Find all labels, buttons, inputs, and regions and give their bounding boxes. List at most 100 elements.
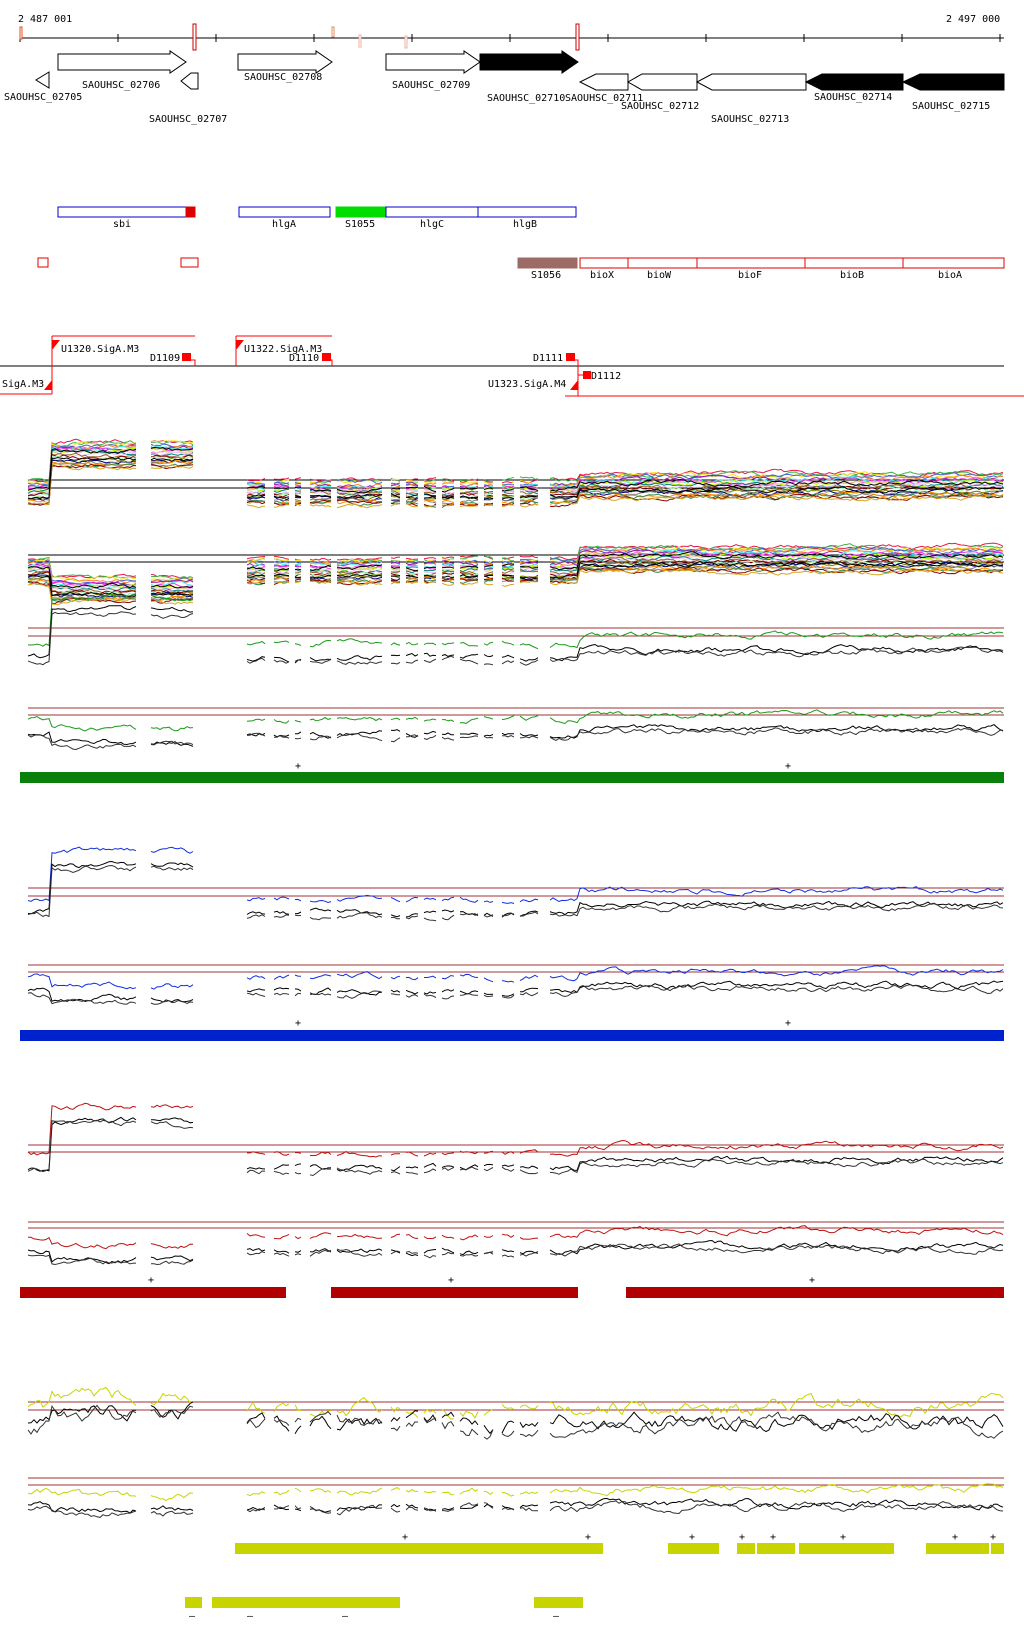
- expression-panel-multicolor-lower: [27, 542, 1004, 606]
- ruler-end-coord: 2 497 000: [946, 14, 1000, 25]
- segment-bar-yellow-minus[interactable]: [534, 1597, 583, 1608]
- annotation-label-bioB: bioB: [840, 270, 864, 281]
- tss-label-u1322: U1322.SigA.M3: [244, 344, 322, 355]
- strand-mark-red-1: +: [148, 1275, 154, 1286]
- segment-bar-yellow[interactable]: [757, 1543, 795, 1554]
- gene-label-02711: SAOUHSC_02711: [565, 93, 643, 104]
- strand-mark-yellow: +: [402, 1532, 408, 1543]
- gene-label-02709: SAOUHSC_02709: [392, 80, 470, 91]
- annotation-S1055[interactable]: [335, 206, 387, 218]
- strand-mark-red-2: +: [448, 1275, 454, 1286]
- strand-mark-yellow-minus: –: [189, 1611, 196, 1622]
- tss-label-d1111: D1111: [533, 353, 563, 364]
- gene-label-02714: SAOUHSC_02714: [814, 92, 892, 103]
- segment-bar-yellow[interactable]: [799, 1543, 894, 1554]
- annotation-label-hlgC: hlgC: [420, 219, 444, 230]
- gene-arrow-02714[interactable]: [804, 73, 904, 91]
- segment-bar-red-3[interactable]: [626, 1287, 1004, 1298]
- tss-label-d1110: D1110: [289, 353, 319, 364]
- annotation-bioF[interactable]: [696, 257, 806, 269]
- annotation-hlgA[interactable]: [238, 206, 331, 218]
- segment-bar-yellow-minus[interactable]: [212, 1597, 400, 1608]
- tss-label-u1320: U1320.SigA.M3: [61, 344, 139, 355]
- tss-track: [0, 335, 1024, 397]
- segment-bar-blue[interactable]: [20, 1030, 1004, 1041]
- strand-mark-yellow: +: [840, 1532, 846, 1543]
- annotation-row-1: [57, 206, 577, 218]
- segment-bar-yellow[interactable]: [991, 1543, 1004, 1554]
- strand-mark-yellow: +: [585, 1532, 591, 1543]
- tss-label-u1323: U1323.SigA.M4: [488, 379, 566, 390]
- annotation-sbi[interactable]: [57, 206, 187, 218]
- expression-panel-blue-lower: [27, 964, 1004, 1005]
- gene-arrow-02713[interactable]: [695, 73, 807, 91]
- gene-arrow-02715[interactable]: [901, 73, 1005, 91]
- strand-mark-yellow: +: [990, 1532, 996, 1543]
- annotation-label-S1056: S1056: [531, 270, 561, 281]
- annotation-label-hlgA: hlgA: [272, 219, 296, 230]
- annotation-label-bioF: bioF: [738, 270, 762, 281]
- expression-panel-green-lower: [27, 707, 1004, 751]
- segment-bar-red-1[interactable]: [20, 1287, 286, 1298]
- annotation-label-S1055: S1055: [345, 219, 375, 230]
- gene-arrow-02707[interactable]: [180, 72, 199, 90]
- strand-mark-blue-2: +: [785, 1018, 791, 1029]
- strand-mark-red-3: +: [809, 1275, 815, 1286]
- gene-label-02708: SAOUHSC_02708: [244, 72, 322, 83]
- gene-label-02713: SAOUHSC_02713: [711, 114, 789, 125]
- strand-mark-yellow: +: [770, 1532, 776, 1543]
- annotation-hlgC[interactable]: [385, 206, 479, 218]
- strand-mark-blue-1: +: [295, 1018, 301, 1029]
- annotation-hlgB[interactable]: [477, 206, 577, 218]
- annotation-bioW[interactable]: [627, 257, 698, 269]
- strand-mark-yellow-minus: –: [553, 1611, 560, 1622]
- gene-arrow-02705[interactable]: [35, 71, 50, 89]
- annotation-S1056[interactable]: [517, 257, 578, 269]
- strand-mark-yellow: +: [952, 1532, 958, 1543]
- expression-panel-multicolor-upper: [27, 438, 1004, 509]
- segment-bar-yellow[interactable]: [235, 1543, 603, 1554]
- annotation-label-sbi: sbi: [113, 219, 131, 230]
- gene-label-02710: SAOUHSC_02710: [487, 93, 565, 104]
- strand-mark-yellow: +: [739, 1532, 745, 1543]
- expression-panel-red-upper: [27, 1102, 1004, 1177]
- gene-label-02707: SAOUHSC_02707: [149, 114, 227, 125]
- expression-panel-yellow-lower: [27, 1477, 1004, 1518]
- ruler-start-coord: 2 487 001: [18, 14, 72, 25]
- expression-panel-red-lower: [27, 1221, 1004, 1266]
- expression-panel-blue-upper: [27, 846, 1004, 922]
- segment-bar-green[interactable]: [20, 772, 1004, 783]
- gene-arrow-02710[interactable]: [479, 50, 579, 74]
- segment-bar-yellow[interactable]: [737, 1543, 755, 1554]
- gene-arrow-02706[interactable]: [57, 50, 187, 74]
- annotation-bioB[interactable]: [804, 257, 904, 269]
- gene-track: [35, 50, 1005, 91]
- gene-arrow-02711[interactable]: [578, 73, 629, 91]
- gene-arrow-02712[interactable]: [626, 73, 698, 91]
- gene-arrow-02708[interactable]: [237, 50, 333, 74]
- annotation-bioX[interactable]: [579, 257, 629, 269]
- annotation-row-2: [37, 257, 1005, 269]
- gene-arrow-02709[interactable]: [385, 50, 481, 74]
- gene-label-02705: SAOUHSC_02705: [4, 92, 82, 103]
- annotation-label-bioW: bioW: [647, 270, 672, 281]
- tss-label-sigA-m3-left: .SigA.M3: [0, 379, 44, 390]
- annotation-label-hlgB: hlgB: [513, 219, 537, 230]
- annotation-label-bioX: bioX: [590, 270, 614, 281]
- strand-mark-green-1: +: [295, 761, 301, 772]
- expression-panel-yellow-upper: [27, 1386, 1004, 1440]
- annotation-bioA[interactable]: [902, 257, 1005, 269]
- tss-label-d1109: D1109: [150, 353, 180, 364]
- segment-bar-red-2[interactable]: [331, 1287, 578, 1298]
- strand-mark-yellow: +: [689, 1532, 695, 1543]
- gene-label-02715: SAOUHSC_02715: [912, 101, 990, 112]
- segment-bar-yellow[interactable]: [926, 1543, 989, 1554]
- segment-bars-yellow-plus: [235, 1543, 1004, 1554]
- segment-bar-yellow[interactable]: [668, 1543, 719, 1554]
- segment-bar-yellow-minus[interactable]: [185, 1597, 202, 1608]
- gene-label-02712: SAOUHSC_02712: [621, 101, 699, 112]
- strand-mark-yellow-minus: –: [247, 1611, 254, 1622]
- gene-label-02706: SAOUHSC_02706: [82, 80, 160, 91]
- strand-mark-green-2: +: [785, 761, 791, 772]
